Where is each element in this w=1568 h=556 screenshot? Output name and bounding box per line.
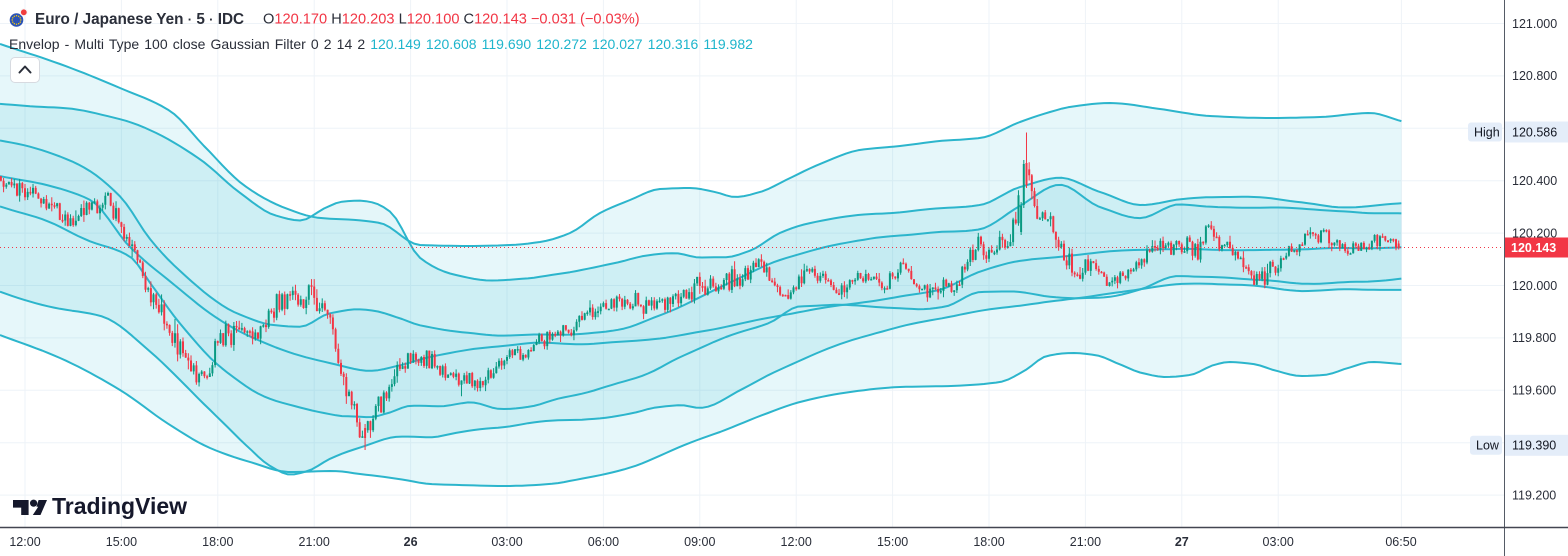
svg-text:Low: Low [1476, 439, 1500, 453]
svg-text:120.143: 120.143 [1511, 241, 1556, 255]
svg-text:120.800: 120.800 [1512, 69, 1557, 83]
svg-text:06:00: 06:00 [588, 535, 619, 549]
svg-text:120.586: 120.586 [1512, 125, 1557, 139]
svg-text:119.390: 119.390 [1512, 439, 1556, 453]
svg-text:Envelop - Multi Type 100 close: Envelop - Multi Type 100 close Gaussian … [9, 36, 753, 52]
svg-text:120.400: 120.400 [1512, 174, 1557, 188]
svg-text:15:00: 15:00 [877, 535, 908, 549]
svg-text:26: 26 [404, 535, 418, 549]
svg-text:21:00: 21:00 [299, 535, 330, 549]
svg-text:120.200: 120.200 [1512, 226, 1557, 240]
svg-text:12:00: 12:00 [9, 535, 40, 549]
svg-text:18:00: 18:00 [202, 535, 233, 549]
svg-text:06:50: 06:50 [1385, 535, 1416, 549]
svg-text:27: 27 [1175, 535, 1189, 549]
svg-text:High: High [1474, 125, 1500, 139]
svg-text:O120.170 H120.203 L120.100 C12: O120.170 H120.203 L120.100 C120.143 −0.0… [263, 12, 640, 28]
svg-text:03:00: 03:00 [491, 535, 522, 549]
svg-text:21:00: 21:00 [1070, 535, 1101, 549]
svg-text:121.000: 121.000 [1512, 17, 1557, 31]
svg-text:119.800: 119.800 [1512, 331, 1556, 345]
svg-text:15:00: 15:00 [106, 535, 137, 549]
svg-text:18:00: 18:00 [973, 535, 1004, 549]
svg-text:119.200: 119.200 [1512, 488, 1556, 502]
svg-text:120.000: 120.000 [1512, 279, 1557, 293]
svg-text:119.600: 119.600 [1512, 384, 1556, 398]
svg-text:TradingView: TradingView [52, 493, 187, 519]
svg-text:12:00: 12:00 [781, 535, 812, 549]
svg-text:09:00: 09:00 [684, 535, 715, 549]
svg-text:03:00: 03:00 [1263, 535, 1294, 549]
svg-text:Euro / Japanese Yen · 5 · IDC: Euro / Japanese Yen · 5 · IDC [35, 11, 244, 28]
